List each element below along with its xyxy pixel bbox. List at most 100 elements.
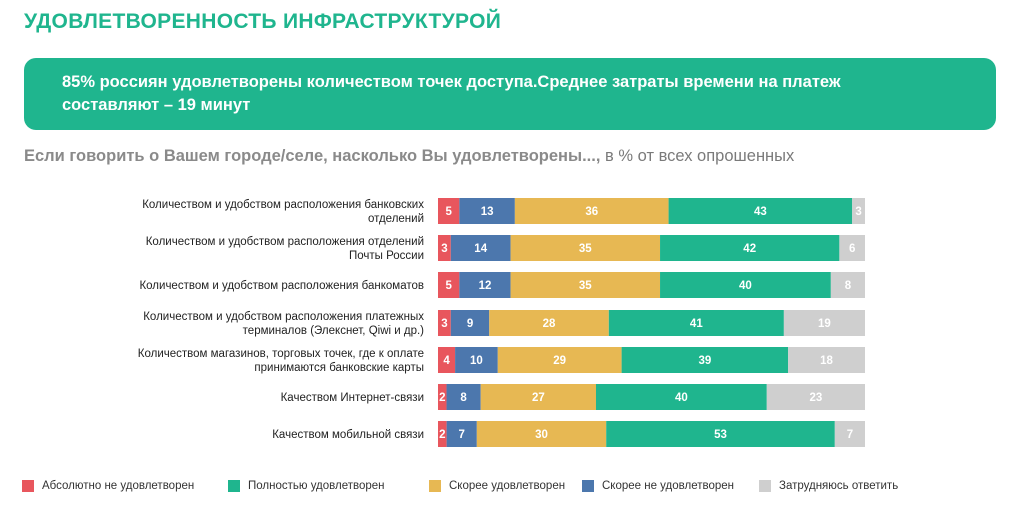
category-label: Количеством и удобством расположения бан…: [142, 199, 424, 211]
data-label: 8: [845, 280, 852, 292]
category-label: Качеством Интернет-связи: [281, 392, 424, 404]
bar-segment-fully: [660, 235, 840, 261]
bar-segment-fully: [606, 421, 835, 447]
data-label: 40: [675, 392, 688, 404]
question-suffix: в % от всех опрошенных: [600, 147, 795, 165]
bar-segment-absolutely-not: [438, 347, 456, 373]
data-label: 12: [479, 280, 492, 292]
data-label: 53: [714, 429, 727, 441]
category-label: терминалов (Элекснет, Qiwi и др.): [243, 325, 424, 337]
bar-segment-fully: [621, 347, 789, 373]
bar-segment-rather-not: [450, 310, 490, 336]
legend-item: Полностью удовлетворен: [228, 480, 385, 492]
data-label: 23: [809, 392, 822, 404]
data-label: 29: [553, 355, 566, 367]
bar-segment-hard-to-say: [783, 310, 865, 336]
data-label: 19: [818, 318, 831, 330]
legend-swatch: [759, 480, 771, 492]
category-label: Количеством и удобством расположения бан…: [139, 280, 424, 292]
bar-segment-rather-not: [450, 235, 511, 261]
legend-item: Скорее удовлетворен: [429, 480, 565, 492]
legend-label: Полностью удовлетворен: [248, 480, 385, 492]
legend-swatch: [22, 480, 34, 492]
bar-segment-rather-yes: [476, 421, 607, 447]
data-label: 9: [467, 318, 473, 330]
legend-item: Затрудняюсь ответить: [759, 480, 898, 492]
category-label: принимаются банковские карты: [254, 362, 424, 374]
category-label: Количеством и удобством расположения отд…: [146, 236, 424, 248]
bar-segment-rather-not: [446, 421, 477, 447]
bar-segment-hard-to-say: [852, 198, 865, 224]
data-label: 14: [474, 243, 487, 255]
bar-segment-rather-not: [455, 347, 498, 373]
data-label: 7: [847, 429, 853, 441]
legend-label: Затрудняюсь ответить: [779, 480, 899, 492]
bar-segment-absolutely-not: [438, 198, 460, 224]
data-label: 43: [754, 206, 767, 218]
chart-legend: Абсолютно не удовлетворен Полностью удовл…: [22, 480, 1012, 498]
bar-segment-absolutely-not: [438, 272, 460, 298]
data-label: 40: [739, 280, 752, 292]
bar-segment-hard-to-say: [788, 347, 865, 373]
bar-segment-rather-yes: [480, 384, 596, 410]
data-label: 3: [441, 243, 447, 255]
bar-segment-absolutely-not: [438, 384, 447, 410]
bar-segment-rather-yes: [497, 347, 622, 373]
data-label: 4: [443, 355, 450, 367]
legend-swatch: [582, 480, 594, 492]
data-label: 35: [579, 243, 592, 255]
data-label: 36: [585, 206, 598, 218]
data-label: 5: [445, 206, 452, 218]
bar-segment-rather-not: [459, 272, 511, 298]
data-label: 13: [481, 206, 494, 218]
data-label: 10: [470, 355, 483, 367]
category-label: Почты России: [349, 250, 424, 262]
summary-banner: 85% россиян удовлетворены количеством то…: [24, 58, 996, 130]
data-label: 39: [698, 355, 711, 367]
data-label: 35: [579, 280, 592, 292]
legend-swatch: [429, 480, 441, 492]
bar-segment-absolutely-not: [438, 235, 451, 261]
banner-line-1: 85% россиян удовлетворены количеством то…: [62, 73, 841, 91]
legend-label: Скорее не удовлетворен: [602, 480, 735, 492]
bar-segment-absolutely-not: [438, 421, 447, 447]
data-label: 30: [535, 429, 548, 441]
legend-swatch: [228, 480, 240, 492]
data-label: 2: [439, 429, 445, 441]
legend-label: Абсолютно не удовлетворен: [42, 480, 195, 492]
bar-segment-fully: [668, 198, 853, 224]
bar-segment-fully: [660, 272, 831, 298]
page-title: УДОВЛЕТВОРЕННОСТЬ ИНФРАСТРУКТУРОЙ: [24, 10, 502, 33]
legend-label: Скорее удовлетворен: [449, 480, 566, 492]
bar-segment-rather-yes: [489, 310, 609, 336]
bar-segment-fully: [595, 384, 767, 410]
data-label: 18: [820, 355, 833, 367]
chart-question: Если говорить о Вашем городе/селе, наско…: [24, 147, 794, 166]
data-label: 5: [445, 280, 452, 292]
category-label: Количеством магазинов, торговых точек, г…: [138, 348, 424, 360]
data-label: 28: [543, 318, 556, 330]
bar-segment-rather-yes: [510, 235, 661, 261]
bar-segment-hard-to-say: [839, 235, 865, 261]
bar-segment-hard-to-say: [834, 421, 865, 447]
bar-segment-rather-yes: [510, 272, 661, 298]
data-label: 42: [743, 243, 756, 255]
bar-segment-hard-to-say: [830, 272, 865, 298]
data-label: 2: [439, 392, 445, 404]
category-label: Количеством и удобством расположения пла…: [143, 311, 424, 323]
bar-segment-hard-to-say: [766, 384, 865, 410]
banner-line-2: составляют – 19 минут: [62, 96, 251, 114]
data-label: 3: [855, 206, 861, 218]
legend-item: Абсолютно не удовлетворен: [22, 480, 194, 492]
data-label: 3: [441, 318, 447, 330]
legend-item: Скорее не удовлетворен: [582, 480, 734, 492]
data-label: 41: [690, 318, 703, 330]
bar-segment-rather-not: [446, 384, 481, 410]
bar-segment-rather-yes: [514, 198, 669, 224]
data-label: 8: [460, 392, 467, 404]
question-text: Если говорить о Вашем городе/селе, наско…: [24, 147, 601, 165]
bar-segment-absolutely-not: [438, 310, 451, 336]
category-label: отделений: [368, 213, 424, 225]
bar-segment-rather-not: [459, 198, 515, 224]
